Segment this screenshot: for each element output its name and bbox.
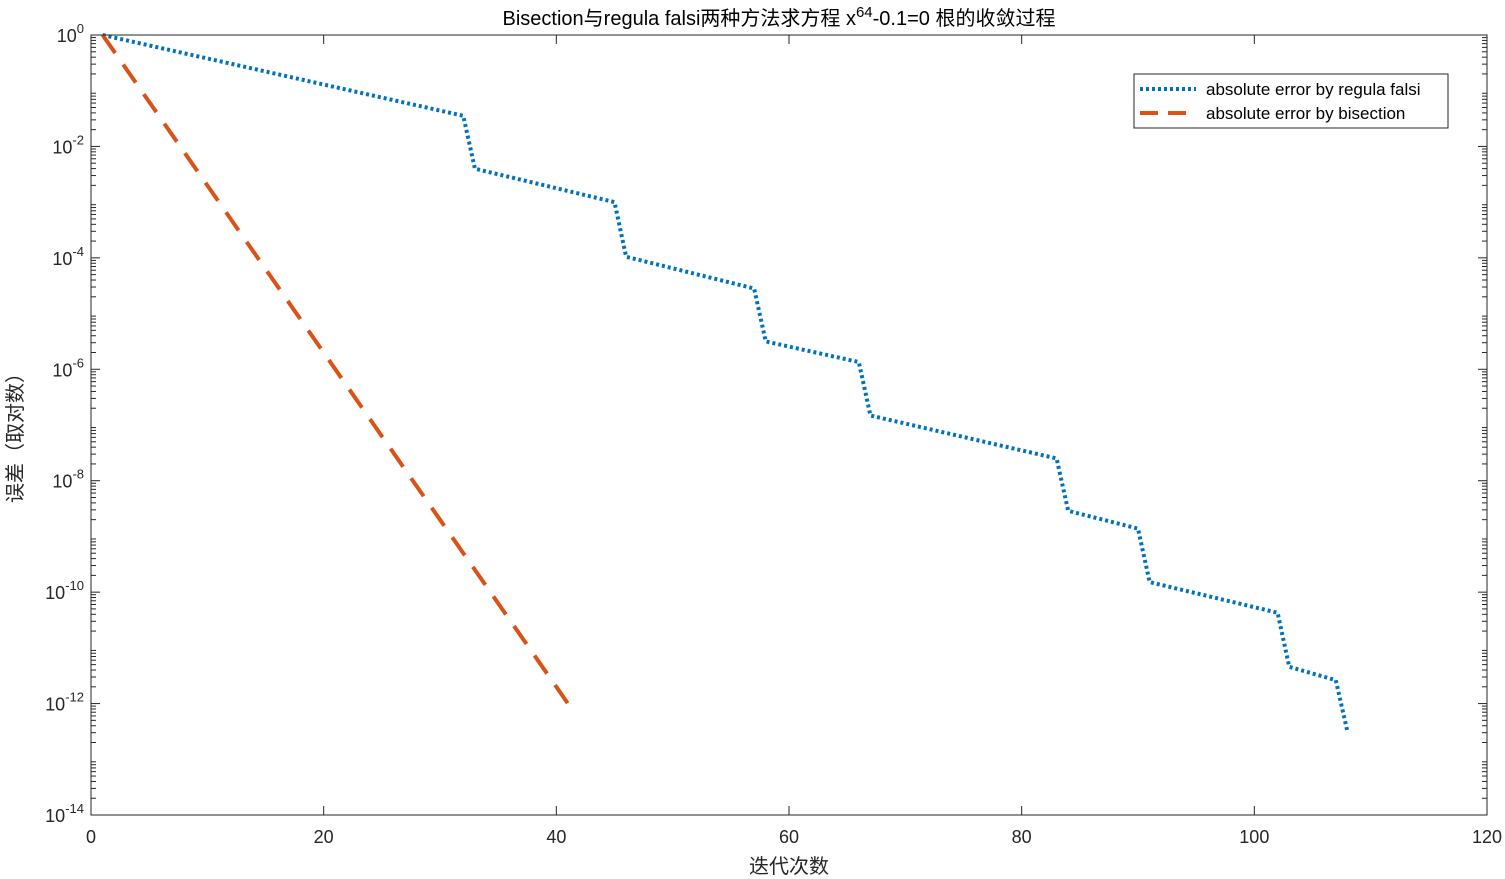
- legend-box: [1133, 73, 1449, 129]
- x-tick-label: 80: [1012, 827, 1032, 847]
- y-tick-label: 10-10: [45, 578, 84, 603]
- y-tick-label: 100: [57, 21, 84, 46]
- y-tick-label: 10-14: [45, 801, 84, 826]
- legend: absolute error by regula falsi absolute e…: [1133, 73, 1449, 129]
- x-tick-label: 60: [779, 827, 799, 847]
- chart-title: Bisection与regula falsi两种方法求方程 x64-0.1=0 …: [503, 4, 1056, 30]
- y-tick-label: 10-6: [52, 355, 84, 380]
- x-tick-label: 100: [1239, 827, 1269, 847]
- legend-label: absolute error by bisection: [1206, 104, 1405, 123]
- chart-title-suffix: -0.1=0 根的收敛过程: [873, 7, 1056, 30]
- y-tick-label: 10-2: [52, 132, 84, 157]
- x-tick-label: 0: [86, 827, 96, 847]
- legend-label: absolute error by regula falsi: [1206, 80, 1421, 99]
- x-axis-title: 迭代次数: [749, 854, 829, 878]
- y-tick-label: 10-4: [52, 244, 84, 269]
- x-tick-label: 20: [314, 827, 334, 847]
- axis-ticks: 0 20 40 60 80 100 120 100 10-2 10-4 10-6 10-8 10-10 1…: [45, 21, 1502, 847]
- x-tick-label: 40: [546, 827, 566, 847]
- chart-title-superscript: 64: [856, 4, 873, 21]
- series-layer: [100, 33, 1350, 732]
- y-tick-label: 10-12: [45, 690, 84, 715]
- y-axis-title: 误差（取对数）: [3, 363, 27, 503]
- series-line-bisection: [100, 33, 570, 705]
- axes-box: [90, 34, 1488, 816]
- y-tick-label: 10-8: [52, 467, 84, 492]
- chart-title-prefix: Bisection与regula falsi两种方法求方程 x: [503, 7, 856, 30]
- x-tick-label: 120: [1472, 827, 1502, 847]
